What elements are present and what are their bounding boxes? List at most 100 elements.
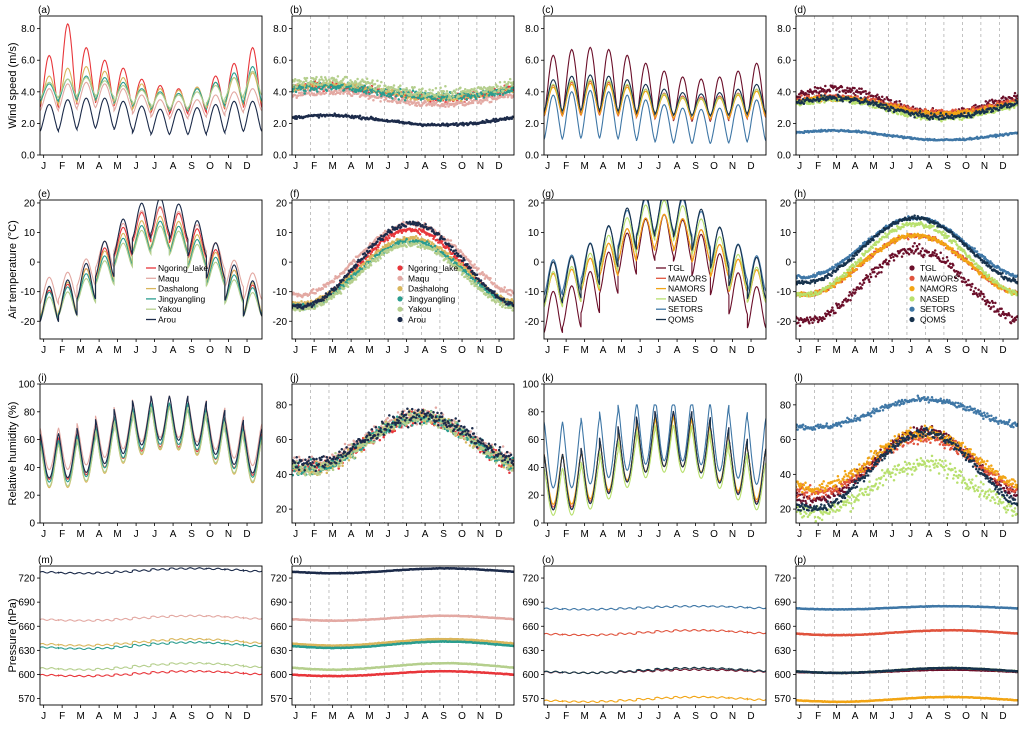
data-point bbox=[359, 80, 363, 83]
data-point bbox=[369, 264, 373, 267]
data-point bbox=[323, 81, 326, 85]
data-point bbox=[913, 115, 916, 119]
data-point bbox=[295, 117, 298, 121]
data-point bbox=[493, 90, 497, 94]
data-point bbox=[465, 97, 468, 101]
data-point bbox=[338, 274, 341, 278]
data-point bbox=[293, 79, 296, 83]
data-point bbox=[369, 261, 372, 265]
data-point bbox=[292, 90, 295, 93]
x-tick-label: A bbox=[170, 345, 177, 356]
data-point bbox=[512, 115, 514, 119]
data-point bbox=[858, 87, 861, 90]
data-point bbox=[342, 286, 346, 290]
data-point bbox=[442, 90, 446, 93]
data-point bbox=[299, 88, 302, 91]
x-tick-label: O bbox=[710, 161, 718, 172]
data-point bbox=[501, 93, 505, 96]
data-point bbox=[858, 99, 861, 103]
data-point bbox=[512, 292, 514, 295]
data-point bbox=[450, 256, 453, 259]
x-tick-label: N bbox=[225, 345, 232, 356]
data-point bbox=[432, 101, 435, 104]
data-point bbox=[405, 87, 408, 90]
data-point bbox=[864, 97, 867, 101]
data-point bbox=[418, 242, 422, 245]
data-point bbox=[963, 109, 966, 113]
series-line-ngoring_lake bbox=[40, 22, 262, 116]
data-point bbox=[880, 100, 883, 103]
x-tick-label: D bbox=[999, 161, 1006, 172]
data-point bbox=[300, 300, 303, 303]
data-point bbox=[800, 94, 803, 97]
data-point bbox=[403, 98, 407, 102]
data-point bbox=[896, 112, 900, 116]
data-point bbox=[399, 84, 402, 87]
data-point bbox=[950, 113, 954, 117]
data-point bbox=[912, 113, 916, 116]
data-point bbox=[404, 92, 408, 95]
x-tick-label: J bbox=[152, 345, 157, 356]
data-point bbox=[963, 111, 966, 115]
data-point bbox=[353, 92, 356, 96]
data-point bbox=[348, 92, 351, 96]
data-point bbox=[876, 93, 879, 96]
data-point bbox=[300, 91, 303, 94]
data-point bbox=[897, 103, 901, 106]
data-point bbox=[342, 271, 346, 274]
data-point bbox=[877, 95, 881, 99]
data-point bbox=[342, 85, 346, 89]
data-point bbox=[324, 91, 328, 95]
data-point bbox=[385, 243, 389, 247]
data-point bbox=[811, 92, 814, 95]
data-point bbox=[455, 259, 458, 262]
data-point bbox=[348, 88, 351, 91]
data-point bbox=[892, 110, 896, 114]
data-point bbox=[404, 101, 408, 105]
data-point bbox=[301, 86, 305, 89]
y-tick-label: 0 bbox=[29, 258, 35, 269]
data-point bbox=[497, 88, 501, 91]
data-point bbox=[974, 103, 977, 107]
data-point bbox=[313, 307, 317, 310]
data-point bbox=[875, 101, 878, 104]
data-point bbox=[457, 261, 461, 264]
data-point bbox=[445, 257, 449, 260]
data-point bbox=[986, 110, 989, 113]
data-point bbox=[338, 92, 342, 95]
data-point bbox=[446, 254, 450, 258]
data-point bbox=[417, 245, 420, 248]
data-point bbox=[883, 97, 886, 101]
data-point bbox=[850, 89, 854, 92]
data-point bbox=[327, 86, 331, 89]
data-point bbox=[899, 103, 903, 106]
data-point bbox=[321, 287, 325, 291]
x-tick-label: O bbox=[458, 161, 466, 172]
data-point bbox=[958, 118, 961, 121]
data-point bbox=[824, 84, 827, 88]
data-point bbox=[990, 98, 994, 101]
data-point bbox=[316, 90, 319, 93]
series-line-setors bbox=[544, 89, 766, 145]
data-point bbox=[465, 274, 468, 277]
series-points-qoms bbox=[796, 93, 1018, 121]
data-point bbox=[989, 106, 992, 110]
data-point bbox=[323, 76, 327, 79]
data-point bbox=[363, 84, 366, 88]
axes-frame bbox=[795, 15, 1019, 156]
data-point bbox=[956, 109, 960, 113]
y-tick-label: 2.0 bbox=[273, 119, 287, 130]
data-point bbox=[365, 77, 369, 81]
data-point bbox=[293, 93, 297, 97]
data-point bbox=[405, 245, 408, 249]
data-point bbox=[327, 83, 330, 86]
data-point bbox=[359, 89, 363, 93]
x-tick-label: M bbox=[113, 345, 121, 356]
data-point bbox=[502, 288, 506, 292]
data-point bbox=[846, 86, 849, 90]
data-point bbox=[941, 109, 944, 112]
panel-label: (a) bbox=[38, 5, 50, 16]
data-point bbox=[931, 117, 935, 120]
data-point bbox=[335, 89, 338, 93]
